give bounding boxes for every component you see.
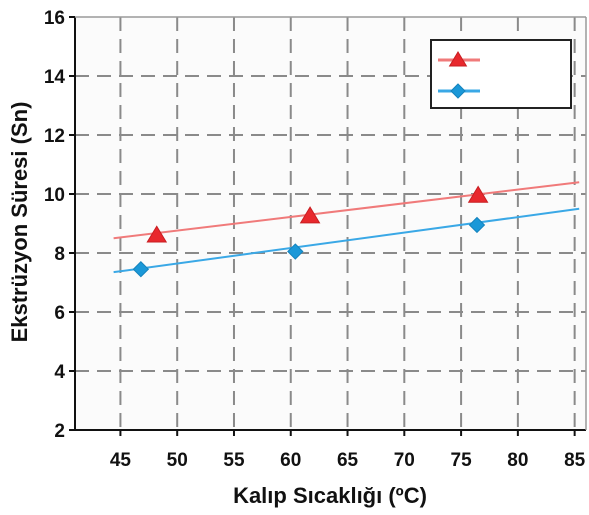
y-tick-label: 4 (54, 362, 65, 383)
y-tick-label: 10 (44, 185, 65, 206)
x-tick-label: 45 (110, 450, 132, 471)
diamond-marker (287, 243, 304, 260)
axis-line (74, 17, 586, 431)
x-axis-label: Kalıp Sıcaklığı (ºC) (233, 483, 427, 508)
data-markers (132, 185, 489, 278)
x-tick-label: 70 (394, 450, 415, 471)
x-tick-label: 55 (223, 450, 245, 471)
x-tick-label: 50 (167, 450, 188, 471)
diamond-marker (132, 261, 150, 278)
y-tick-label: 16 (44, 8, 65, 29)
x-tick-label: 85 (564, 450, 586, 471)
y-tick-label: 12 (44, 126, 65, 147)
legend (430, 39, 572, 109)
x-tick-label: 75 (451, 450, 473, 471)
y-tick-label: 8 (54, 244, 65, 265)
y-tick-label: 6 (54, 303, 65, 324)
axes (69, 16, 587, 436)
legend-diamond-marker (450, 83, 466, 99)
x-tick-label: 60 (280, 450, 301, 471)
x-tick-label: 65 (337, 450, 359, 471)
diamond-marker (468, 216, 486, 234)
legend-triangle-marker (448, 51, 468, 67)
trend-line-series-1 (113, 181, 580, 240)
y-tick-label: 2 (54, 421, 65, 442)
y-tick-label: 14 (44, 67, 66, 88)
y-axis-label: Ekstrüzyon Süresi (Sn) (7, 102, 32, 343)
triangle-marker (299, 206, 321, 224)
trend-lines (113, 181, 580, 274)
legend-box (430, 39, 572, 109)
tick-labels: 45 50 55 60 65 70 75 80 85 2 4 6 8 10 12 14 16 (44, 8, 586, 471)
x-tick-label: 80 (507, 450, 528, 471)
trend-line-series-2 (113, 207, 580, 274)
triangle-marker (467, 185, 489, 203)
triangle-marker (146, 225, 168, 243)
